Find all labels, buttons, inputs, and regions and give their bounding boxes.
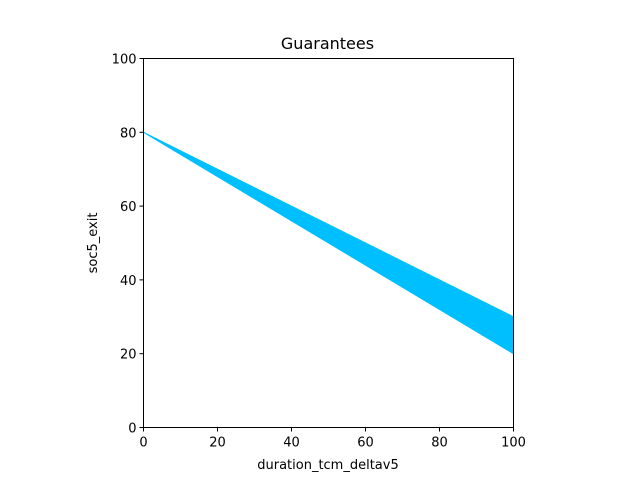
x-tick-label: 80: [431, 436, 448, 451]
y-tick-label: 60: [120, 200, 137, 215]
plot-area: [143, 131, 514, 355]
y-tick-label: 100: [112, 53, 137, 68]
y-tick-label: 0: [128, 422, 136, 437]
x-axis-label: duration_tcm_deltav5: [257, 458, 399, 473]
y-axis-ticks: 0 20 40 60 80 100: [112, 53, 144, 437]
y-tick-label: 40: [120, 274, 137, 289]
y-tick-label: 20: [120, 348, 137, 363]
x-tick-label: 20: [209, 436, 226, 451]
band-series-0: [143, 131, 514, 355]
chart-title: Guarantees: [281, 34, 374, 53]
axes-frame: [143, 58, 514, 428]
x-tick-label: 40: [283, 436, 300, 451]
y-tick-label: 80: [120, 126, 137, 141]
x-tick-label: 60: [357, 436, 374, 451]
x-axis-ticks: 0 20 40 60 80 100: [139, 427, 526, 451]
x-tick-label: 0: [139, 436, 147, 451]
x-tick-label: 100: [501, 436, 526, 451]
y-axis-label: soc5_exit: [86, 213, 101, 274]
